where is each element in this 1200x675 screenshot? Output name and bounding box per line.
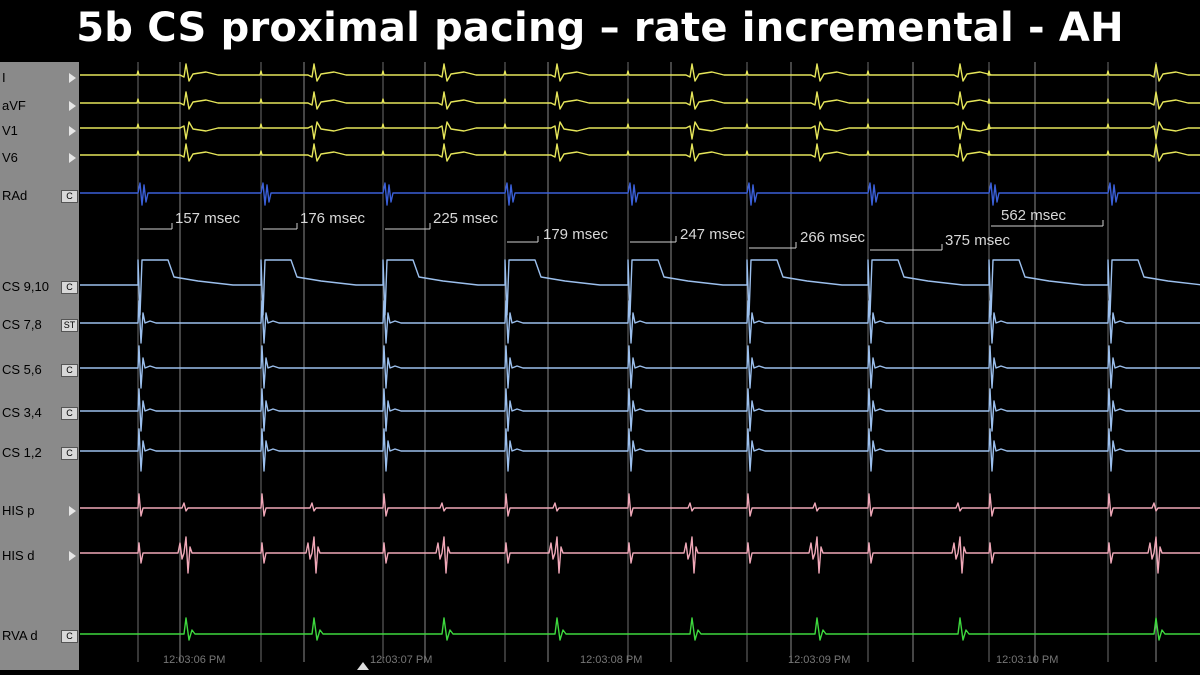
trace-cs-7-8 (80, 300, 1200, 344)
trace-avf (80, 91, 1200, 110)
channel-label: RAd (2, 188, 28, 203)
trace-cs-9-10 (80, 259, 1200, 316)
ah-interval-label: 562 msec (1001, 207, 1067, 224)
channel-config-button[interactable]: C (61, 630, 78, 643)
trace-rva-d (80, 617, 1200, 641)
channel-label: HIS p (2, 503, 35, 518)
ah-interval-label: 176 msec (300, 210, 366, 227)
trace-v1 (80, 121, 1200, 140)
channel-marker-icon[interactable] (69, 126, 76, 136)
channel-label: RVA d (2, 628, 38, 643)
channel-marker-icon[interactable] (69, 551, 76, 561)
trace-his-d (80, 536, 1200, 574)
channel-marker-icon[interactable] (69, 506, 76, 516)
channel-config-button[interactable]: C (61, 364, 78, 377)
timestamp-label: 12:03:08 PM (580, 654, 643, 666)
timestamp-label: 12:03:09 PM (788, 654, 851, 666)
ah-interval-label: 157 msec (175, 210, 241, 227)
ah-interval-label: 225 msec (433, 210, 499, 227)
trace-his-p (80, 493, 1200, 517)
slide-title: 5b CS proximal pacing – rate incremental… (76, 5, 1124, 51)
channel-label: CS 5,6 (2, 362, 42, 377)
channel-config-button[interactable]: C (61, 281, 78, 294)
trace-cs-3-4 (80, 388, 1200, 432)
channel-marker-icon[interactable] (69, 153, 76, 163)
trace-cs-1-2 (80, 428, 1200, 472)
ah-interval-label: 247 msec (680, 226, 746, 243)
channel-label: V6 (2, 150, 18, 165)
channel-label: CS 3,4 (2, 405, 42, 420)
ah-interval-label: 179 msec (543, 226, 609, 243)
trace-v6 (80, 143, 1200, 162)
timestamp-label: 12:03:10 PM (996, 654, 1059, 666)
trace-i (80, 63, 1200, 82)
channel-config-button[interactable]: C (61, 407, 78, 420)
electrogram-traces (80, 62, 1200, 662)
channel-label: aVF (2, 98, 26, 113)
channel-label: HIS d (2, 548, 35, 563)
channel-label: I (2, 70, 6, 85)
trace-rad (80, 182, 1200, 206)
timestamp-label: 12:03:07 PM (370, 654, 433, 666)
channel-label: CS 9,10 (2, 279, 49, 294)
channel-label: CS 1,2 (2, 445, 42, 460)
channel-marker-icon[interactable] (69, 101, 76, 111)
ah-interval-label: 375 msec (945, 232, 1011, 249)
ah-interval-label: 266 msec (800, 229, 866, 246)
channel-marker-icon[interactable] (69, 73, 76, 83)
channel-config-button[interactable]: C (61, 447, 78, 460)
timestamp-label: 12:03:06 PM (163, 654, 226, 666)
channel-config-button[interactable]: ST (61, 319, 78, 332)
channel-label: V1 (2, 123, 18, 138)
trace-cs-5-6 (80, 345, 1200, 389)
electrogram-tracing-area[interactable] (80, 62, 1200, 670)
channel-label: CS 7,8 (2, 317, 42, 332)
channel-config-button[interactable]: C (61, 190, 78, 203)
timeline-cursor-icon[interactable] (357, 662, 369, 670)
